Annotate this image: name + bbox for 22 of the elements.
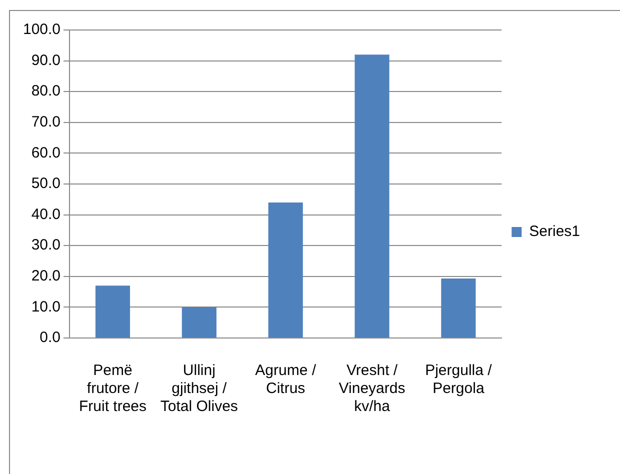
x-tick-label: Pemë frutore / Fruit trees bbox=[78, 362, 147, 416]
bar bbox=[182, 307, 216, 338]
legend-label: Series1 bbox=[529, 223, 580, 240]
y-tick-label: 10.0 bbox=[31, 298, 61, 316]
y-tick-label: 80.0 bbox=[31, 82, 61, 100]
x-tick-label: Ullinj gjithsej / Total Olives bbox=[160, 362, 238, 416]
y-tick-label: 30.0 bbox=[31, 236, 61, 254]
x-tick-label: Agrume / Citrus bbox=[255, 362, 317, 398]
x-tick-label: Pjergulla / Pergola bbox=[425, 362, 493, 398]
y-tick-label: 20.0 bbox=[31, 268, 61, 285]
y-tick-label: 50.0 bbox=[31, 175, 61, 192]
bar bbox=[268, 202, 303, 338]
y-tick-label: 40.0 bbox=[31, 206, 61, 223]
bar bbox=[441, 278, 476, 338]
y-tick-label: 70.0 bbox=[31, 114, 61, 131]
bar bbox=[95, 286, 130, 338]
y-tick-label: 100.0 bbox=[22, 21, 61, 38]
x-tick-label: Vresht / Vineyards kv/ha bbox=[338, 362, 406, 416]
y-tick-label: 0.0 bbox=[40, 329, 61, 346]
bar bbox=[354, 54, 390, 338]
y-tick-label: 60.0 bbox=[31, 144, 61, 162]
y-tick-label: 90.0 bbox=[31, 52, 61, 69]
